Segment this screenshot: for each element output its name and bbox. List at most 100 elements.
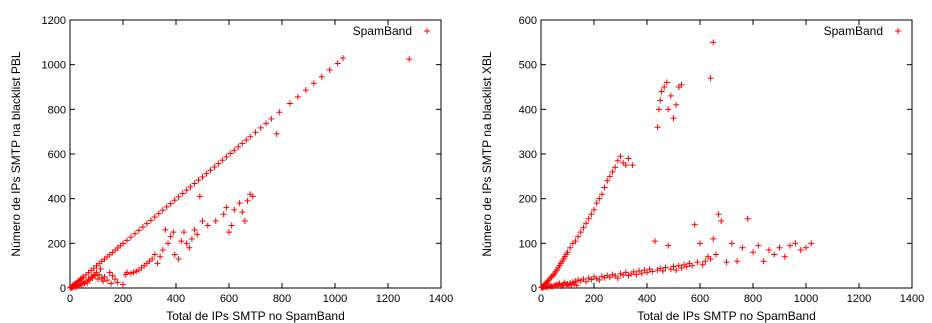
data-point (614, 157, 621, 164)
data-point (572, 278, 579, 285)
data-point (162, 226, 169, 233)
data-point (179, 190, 186, 197)
data-point (227, 150, 234, 157)
data-point (211, 163, 218, 170)
data-point (159, 207, 166, 214)
data-point (175, 255, 182, 262)
data-point (96, 271, 103, 278)
data-point (575, 233, 582, 240)
data-point (186, 244, 193, 251)
data-point (236, 200, 243, 207)
data-point (585, 275, 592, 282)
data-point (567, 244, 574, 251)
data-point (228, 222, 235, 229)
data-point (143, 220, 150, 227)
data-point (167, 200, 174, 207)
data-point (195, 177, 202, 184)
data-point (661, 84, 668, 90)
data-point (159, 247, 166, 254)
data-point (678, 81, 685, 88)
data-point (728, 240, 735, 247)
data-point (629, 162, 636, 169)
data-point (572, 238, 579, 245)
x-tick-label: 1000 (794, 293, 818, 305)
y-tick-label: 800 (48, 104, 66, 116)
data-point (101, 273, 108, 280)
data-point (544, 278, 551, 285)
data-point (263, 120, 270, 127)
data-point (171, 251, 178, 258)
data-point (707, 75, 714, 82)
data-point (123, 269, 130, 276)
data-point (596, 276, 603, 283)
data-point (310, 80, 317, 87)
x-tick-label: 0 (67, 293, 73, 305)
data-point (598, 191, 605, 198)
data-point (678, 264, 685, 271)
data-point (662, 264, 669, 271)
y-tick-label: 200 (519, 194, 537, 206)
data-point (593, 200, 600, 207)
data-point (108, 280, 115, 287)
data-point (583, 220, 590, 227)
data-point (78, 275, 85, 282)
data-point (739, 244, 746, 251)
data-point (276, 109, 283, 116)
y-tick-label: 1000 (42, 60, 66, 72)
data-point (617, 270, 624, 277)
data-point (231, 147, 238, 154)
data-point (334, 60, 341, 67)
data-point (294, 93, 301, 100)
data-point (199, 218, 206, 224)
data-point (131, 230, 138, 237)
data-point (120, 240, 126, 247)
y-axis-label: Número de IPs SMTP na blacklist PBL (9, 51, 23, 257)
plot-frame (69, 19, 442, 289)
data-point (776, 244, 783, 251)
data-point (710, 39, 717, 46)
data-point (691, 221, 698, 228)
data-point (699, 261, 706, 268)
data-point (98, 274, 105, 281)
data-point (787, 242, 794, 249)
data-point (326, 67, 333, 74)
data-point (249, 193, 256, 200)
legend-marker (424, 28, 430, 34)
x-tick-label: 200 (114, 293, 132, 305)
y-tick-label: 300 (519, 149, 537, 161)
data-point (673, 267, 680, 274)
data-point (147, 217, 154, 224)
data-point (560, 281, 567, 288)
legend-marker (895, 28, 901, 34)
data-point (765, 247, 772, 254)
y-axis-label: Número de IPs SMTP na blacklist XBL (480, 51, 494, 257)
data-point (683, 263, 690, 270)
data-point (406, 56, 413, 63)
x-tick-label: 400 (638, 293, 656, 305)
data-point (133, 268, 140, 275)
plot-frame (540, 19, 913, 289)
chart-panel-2: 0 200 400 600 800 1000 1200 1400 0 100 200 300 400 50… (480, 15, 924, 323)
data-point (658, 88, 665, 95)
data-point (585, 215, 592, 222)
data-point (127, 270, 134, 277)
x-tick-label: 400 (167, 293, 185, 305)
x-tick-label: 0 (538, 293, 544, 305)
data-point (191, 226, 198, 233)
data-point (183, 187, 190, 194)
data-point (555, 282, 562, 289)
data-point (165, 240, 172, 247)
data-point (151, 251, 158, 258)
data-point (544, 284, 551, 291)
data-point (112, 276, 119, 283)
data-point (575, 276, 582, 283)
data-point (247, 133, 254, 140)
y-tick-label: 600 (48, 149, 66, 161)
data-point (606, 274, 613, 281)
data-point (655, 106, 662, 113)
data-point (808, 240, 815, 247)
data-point (151, 213, 158, 220)
data-point (241, 218, 248, 224)
data-point (564, 249, 571, 256)
data-point (665, 242, 672, 249)
